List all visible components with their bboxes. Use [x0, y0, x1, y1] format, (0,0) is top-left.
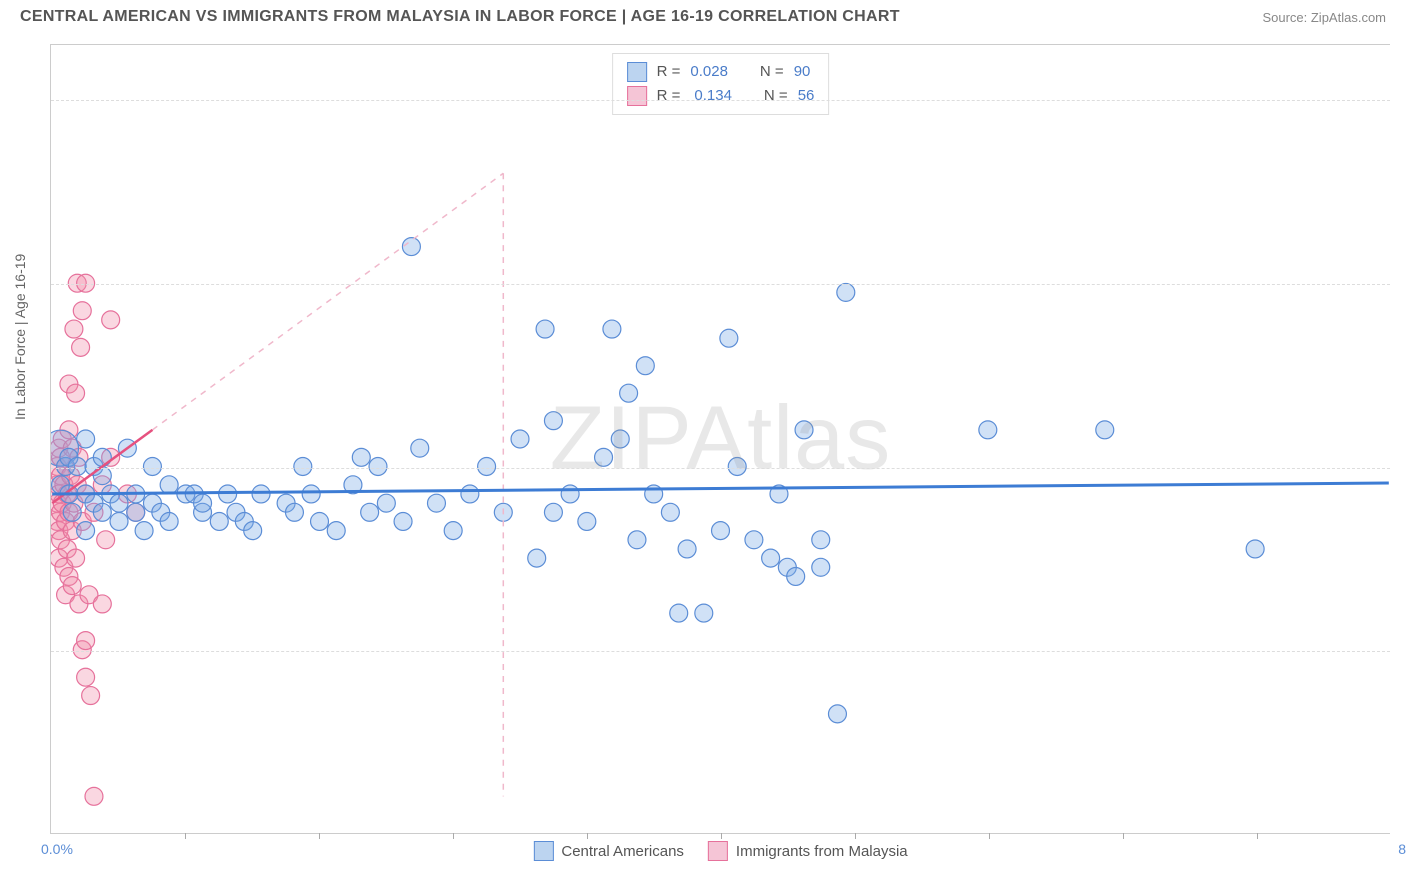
x-axis-end-label: 80.0% [1398, 841, 1406, 857]
legend-stats-row-blue: R = 0.028 N = 90 [627, 60, 815, 84]
n-label: N = [760, 60, 784, 84]
legend-stats: R = 0.028 N = 90 R = 0.134 N = 56 [612, 53, 830, 115]
x-axis-origin-label: 0.0% [41, 841, 73, 857]
r-label-2: R = [657, 84, 681, 108]
chart-title: CENTRAL AMERICAN VS IMMIGRANTS FROM MALA… [20, 8, 900, 26]
legend-label-pink: Immigrants from Malaysia [736, 843, 908, 860]
legend-stats-row-pink: R = 0.134 N = 56 [627, 84, 815, 108]
n-label-2: N = [764, 84, 788, 108]
legend-series: Central Americans Immigrants from Malays… [533, 841, 907, 861]
r-value-pink: 0.134 [694, 84, 732, 108]
legend-item-pink: Immigrants from Malaysia [708, 841, 908, 861]
swatch-blue-icon [533, 841, 553, 861]
n-value-pink: 56 [798, 84, 815, 108]
chart-header: CENTRAL AMERICAN VS IMMIGRANTS FROM MALA… [0, 0, 1406, 30]
swatch-pink-icon [708, 841, 728, 861]
legend-label-blue: Central Americans [561, 843, 684, 860]
legend-item-blue: Central Americans [533, 841, 684, 861]
r-value-blue: 0.028 [690, 60, 728, 84]
swatch-pink-icon [627, 86, 647, 106]
chart-plot-area: ZIPAtlas R = 0.028 N = 90 R = 0.134 N = … [50, 44, 1390, 834]
scatter-plot-svg [51, 45, 1390, 833]
source-attribution: Source: ZipAtlas.com [1262, 10, 1386, 25]
swatch-blue-icon [627, 62, 647, 82]
n-value-blue: 90 [794, 60, 811, 84]
y-axis-label: In Labor Force | Age 16-19 [12, 254, 28, 420]
r-label: R = [657, 60, 681, 84]
